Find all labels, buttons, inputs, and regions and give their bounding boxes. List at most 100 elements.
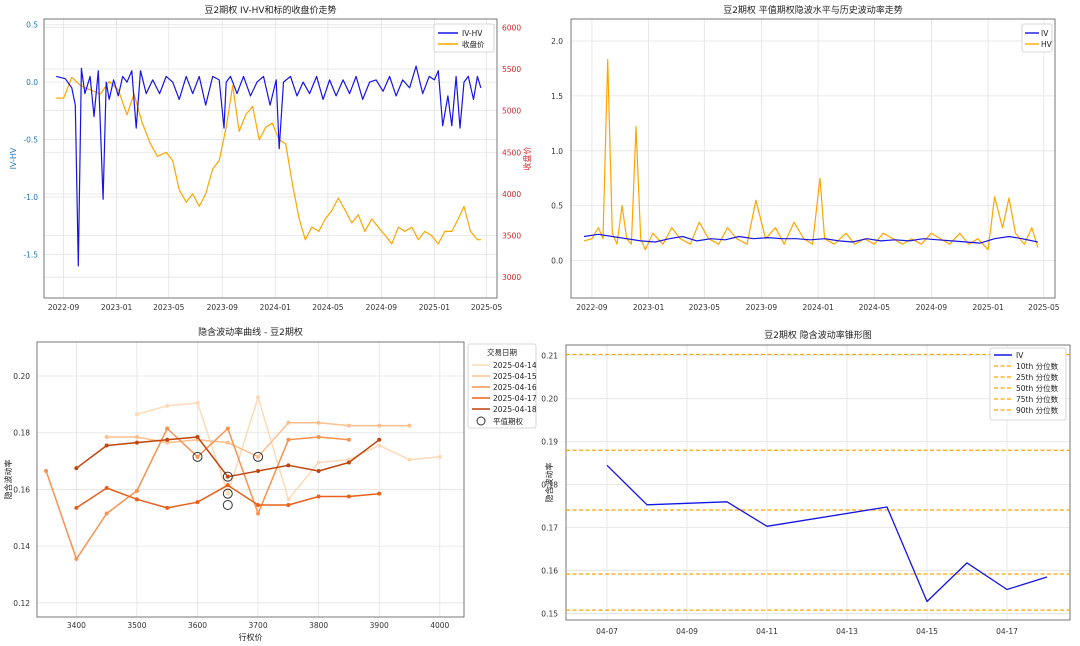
y-axis-label: 隐含波动率 [3,460,13,500]
y-tick-label-left: -0.5 [23,136,38,145]
x-tick-label: 2025-05 [1028,303,1060,312]
legend: 交易日期 2025-04-14 2025-04-15 2025-04-16 2025-0… [467,343,537,429]
data-point [104,486,109,491]
chart-title: 豆2期权 隐含波动率锥形图 [764,329,872,341]
y-tick-label: 0.12 [13,599,30,608]
x-tick-label: 2023-09 [746,303,778,312]
legend-label: 收盘价 [462,39,485,49]
data-point [225,440,230,445]
chart-title: 豆2期权 IV-HV和标的收盘价走势 [204,4,336,16]
chart-iv-hv-price: 2022-09 2023-01 2023-05 2023-09 2024-01 2024-… [9,4,532,312]
plot-frame [36,341,465,618]
data-point [195,400,200,405]
data-point [316,494,321,499]
x-tick-label: 2025-05 [471,303,503,312]
x-tick-label: 2023-05 [153,303,185,312]
data-point [286,463,291,468]
data-point [195,500,200,505]
y-tick-label-left: 0.0 [26,78,38,87]
plot-frame [43,18,498,299]
x-tick-label: 04-07 [596,627,618,636]
data-point [377,437,382,442]
x-tick-label: 2025-01 [972,303,1004,312]
chart-atm-iv-hv: 2022-09 2023-01 2023-05 2023-09 2024-01 2024-… [551,4,1060,312]
data-point [134,440,139,445]
x-tick-label: 3800 [309,621,328,630]
data-point [74,466,79,471]
data-point [346,423,351,428]
legend-label: IV [1016,351,1024,360]
data-point [104,511,109,516]
data-point [346,460,351,465]
x-tick-label: 3600 [188,621,207,630]
data-point [316,460,321,465]
legend-label: 2025-04-17 [493,394,537,403]
legend-label: IV [1041,29,1049,38]
legend-label: 75th 分位数 [1016,394,1059,404]
legend-label: 平值期权 [493,416,523,426]
plot-frame [565,344,1071,621]
y-tick-label-right: 6000 [502,23,521,32]
data-point [195,434,200,439]
y-tick-label: 0.16 [13,485,30,494]
data-point [407,457,412,462]
data-point [377,443,382,448]
chart-title: 隐含波动率曲线 - 豆2期权 [198,326,303,338]
x-tick-label: 2023-01 [633,303,665,312]
series-line-hv [583,58,1039,251]
x-tick-label: 04-17 [996,627,1018,636]
series-line-iv-hv [56,65,482,267]
x-tick-label: 2024-05 [859,303,891,312]
y-tick-label: 1.5 [551,92,563,101]
data-point [225,474,230,479]
data-point [286,437,291,442]
y-tick-label: 2.0 [551,37,563,46]
x-tick-label: 4000 [430,621,449,630]
data-point [316,420,321,425]
legend-label: HV [1041,40,1053,49]
y-tick-label: 0.5 [551,202,563,211]
legend-label: 2025-04-16 [493,383,537,392]
y-tick-label-left: 0.5 [26,21,38,30]
y-tick-label: 0.15 [541,610,558,619]
y-axis-label: 隐含波动率 [544,463,554,503]
data-point [256,511,261,516]
legend-atm-marker [476,416,486,426]
y-tick-label-right: 5000 [502,107,521,116]
y-tick-label: 0.20 [541,395,558,404]
legend-label: 50th 分位数 [1016,383,1059,393]
data-point [225,491,230,496]
y-tick-label-right: 4500 [502,148,521,157]
data-point [195,454,200,459]
x-tick-label: 3900 [370,621,389,630]
x-tick-label: 04-13 [836,627,858,636]
data-point [316,434,321,439]
legend-label: 25th 分位数 [1016,372,1059,382]
x-tick-label: 2023-09 [207,303,239,312]
data-point [256,454,261,459]
data-point [346,457,351,462]
chart-title: 豆2期权 平值期权隐波水平与历史波动率走势 [723,4,903,16]
data-point [44,468,49,473]
x-tick-label: 3500 [127,621,146,630]
data-point [165,426,170,431]
series-line-close-price [56,76,481,245]
data-point [286,503,291,508]
legend-label: 2025-04-14 [493,361,537,370]
data-point [74,556,79,561]
x-tick-label: 2024-01 [260,303,292,312]
y-tick-label-right: 5500 [502,65,521,74]
y-tick-label: 0.16 [541,567,558,576]
x-tick-label: 2024-09 [916,303,948,312]
legend-title: 交易日期 [487,347,517,357]
data-point [437,454,442,459]
chart-iv-cone: 04-07 04-09 04-11 04-13 04-15 04-17 0.21 0.20 0.… [541,329,1071,636]
y-tick-label: 0.19 [541,438,558,447]
data-point [286,420,291,425]
y-tick-label: 0.18 [13,429,30,438]
x-axis-label: 行权价 [239,632,263,642]
x-tick-label: 2022-09 [48,303,80,312]
y-tick-label-left: -1.5 [23,250,38,259]
x-tick-label: 2024-05 [312,303,344,312]
